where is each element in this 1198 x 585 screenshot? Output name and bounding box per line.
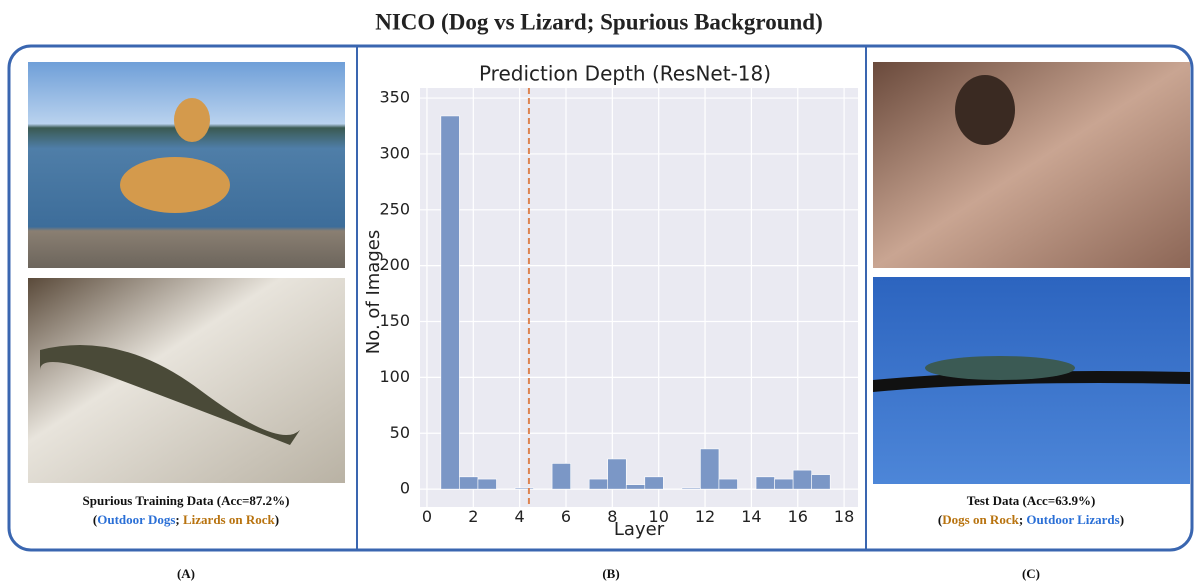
y-tick-label: 50 xyxy=(390,423,410,442)
bar xyxy=(477,478,497,490)
caption-text: Dogs on Rock xyxy=(942,512,1019,527)
dog-shape xyxy=(120,157,230,213)
x-tick-label: 8 xyxy=(607,507,617,526)
y-tick-label: 300 xyxy=(379,143,410,162)
caption-text: ) xyxy=(275,512,279,527)
caption-text: ( xyxy=(93,512,97,527)
bar xyxy=(644,476,664,490)
dog-rock-photo xyxy=(873,62,1190,268)
caption-text: ( xyxy=(938,512,942,527)
bar xyxy=(625,484,646,490)
x-tick-label: 12 xyxy=(695,507,715,526)
y-tick-label: 250 xyxy=(379,199,410,218)
plot-area xyxy=(420,88,858,507)
y-tick-label: 150 xyxy=(379,311,410,330)
panel-label: (B) xyxy=(602,566,619,581)
frame xyxy=(7,44,1194,552)
x-tick-label: 2 xyxy=(468,507,478,526)
bar xyxy=(551,463,571,490)
bar xyxy=(681,487,701,490)
bar xyxy=(514,487,534,490)
x-tick-label: 14 xyxy=(741,507,761,526)
y-tick-label: 100 xyxy=(379,367,410,386)
x-axis-label: Layer xyxy=(614,519,665,540)
caption-text: ; xyxy=(1019,512,1023,527)
caption-text: Lizards on Rock xyxy=(180,512,276,527)
y-tick-label: 350 xyxy=(379,88,410,107)
caption-text: ; xyxy=(175,512,179,527)
lizard-shape xyxy=(40,345,300,445)
bar xyxy=(607,458,627,490)
bar xyxy=(459,476,479,490)
x-tick-label: 4 xyxy=(515,507,525,526)
x-tick-label: 10 xyxy=(649,507,669,526)
panel-label: (C) xyxy=(1022,566,1040,581)
bar xyxy=(700,448,720,490)
caption-text: Outdoor Dogs xyxy=(97,512,175,527)
bar xyxy=(774,478,794,490)
caption-title: Spurious Training Data (Acc=87.2%) xyxy=(83,493,290,508)
bar xyxy=(718,478,738,490)
y-tick-label: 0 xyxy=(400,479,410,498)
chart-title: Prediction Depth (ResNet-18) xyxy=(479,62,771,86)
y-axis-label: No. of Images xyxy=(363,230,384,354)
lizard-shape xyxy=(925,356,1075,380)
x-tick-label: 18 xyxy=(834,507,854,526)
figure-title: NICO (Dog vs Lizard; Spurious Background… xyxy=(375,9,823,34)
panel-label: (A) xyxy=(177,566,195,581)
x-tick-label: 0 xyxy=(422,507,432,526)
histogram-chart: Prediction Depth (ResNet-18) Layer No. o… xyxy=(363,62,858,540)
cave xyxy=(955,75,1015,145)
bar xyxy=(792,469,812,490)
dog-shape xyxy=(174,98,210,142)
bar xyxy=(440,115,460,490)
x-tick-label: 16 xyxy=(788,507,808,526)
bar xyxy=(755,476,775,490)
caption: (Dogs on Rock; Outdoor Lizards) xyxy=(938,512,1124,527)
x-tick-label: 6 xyxy=(561,507,571,526)
caption: (Outdoor Dogs; Lizards on Rock) xyxy=(93,512,279,527)
y-tick-label: 200 xyxy=(379,255,410,274)
bar xyxy=(588,478,609,490)
caption-text: ) xyxy=(1120,512,1124,527)
caption-title: Test Data (Acc=63.9%) xyxy=(967,493,1096,508)
bar xyxy=(811,474,831,490)
caption-text: Outdoor Lizards xyxy=(1023,512,1120,527)
